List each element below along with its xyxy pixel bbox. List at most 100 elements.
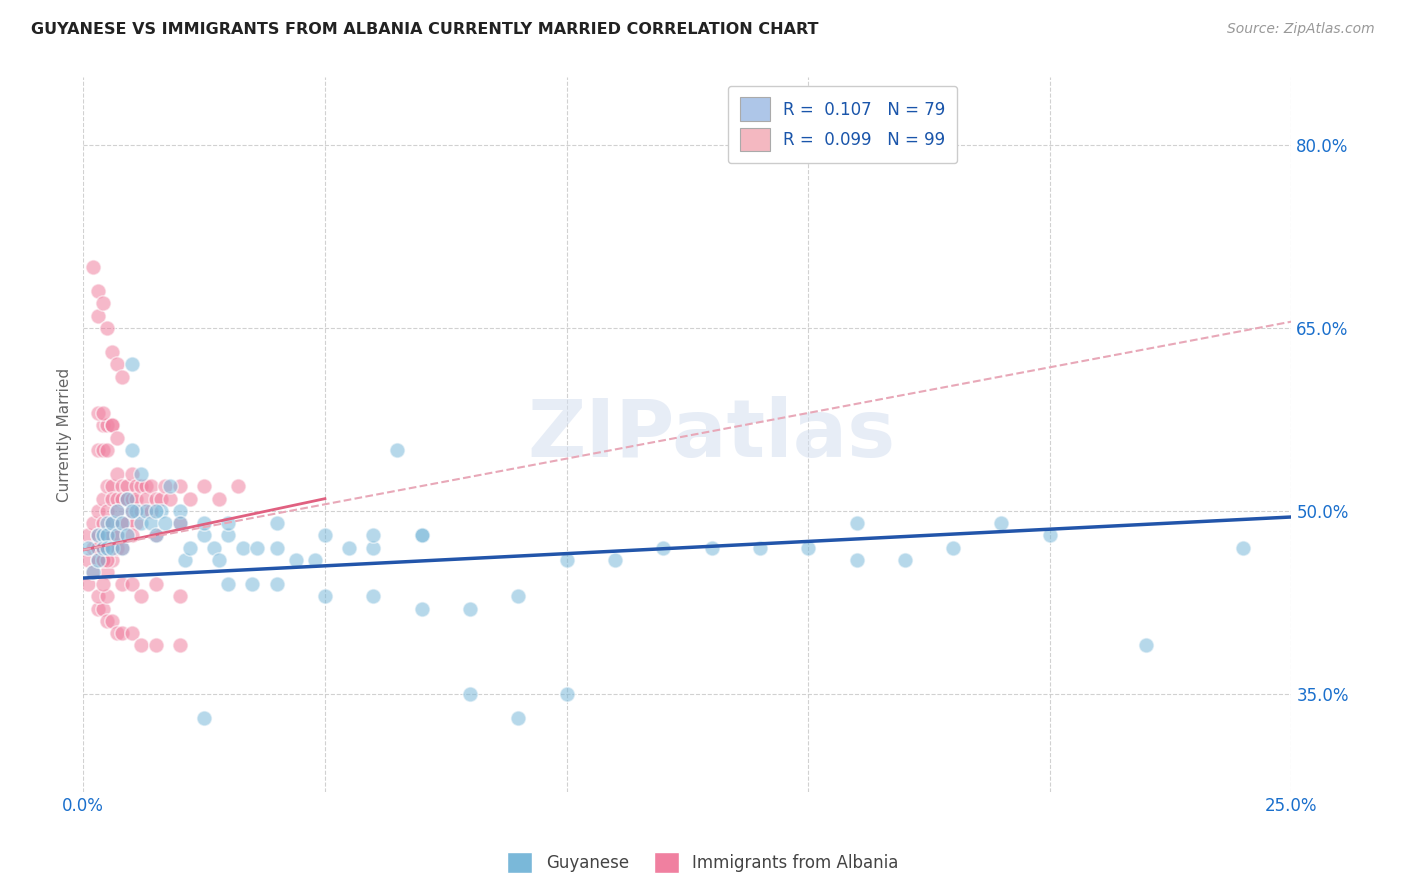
Point [121,626,143,640]
Point [87,309,110,323]
Point [129,504,152,518]
Point [87,528,110,542]
Point [91,528,114,542]
Point [149,504,172,518]
Point [121,528,143,542]
Point [242,577,264,591]
Legend: R =  0.107   N = 79, R =  0.099   N = 99: R = 0.107 N = 79, R = 0.099 N = 99 [728,86,957,163]
Point [169,516,191,530]
Point [101,516,124,530]
Point [139,479,162,493]
Point [87,552,110,566]
Point [193,528,215,542]
Point [217,577,239,591]
Point [77,541,100,555]
Point [159,479,181,493]
Point [125,479,148,493]
Point [82,565,104,579]
Point [387,442,409,457]
Legend: Guyanese, Immigrants from Albania: Guyanese, Immigrants from Albania [501,846,905,880]
Point [555,552,578,566]
Point [361,590,384,604]
Point [101,418,124,433]
Point [129,516,152,530]
Point [115,479,138,493]
Point [207,552,229,566]
Point [91,442,114,457]
Point [145,577,167,591]
Point [101,491,124,506]
Point [101,552,124,566]
Point [173,552,195,566]
Point [91,491,114,506]
Point [105,431,128,445]
Point [111,516,134,530]
Point [179,541,201,555]
Point [105,504,128,518]
Point [121,504,143,518]
Point [77,528,100,542]
Point [82,541,104,555]
Point [1039,528,1062,542]
Point [87,406,110,420]
Point [121,504,143,518]
Point [121,442,143,457]
Text: GUYANESE VS IMMIGRANTS FROM ALBANIA CURRENTLY MARRIED CORRELATION CHART: GUYANESE VS IMMIGRANTS FROM ALBANIA CURR… [31,22,818,37]
Point [121,577,143,591]
Point [314,590,336,604]
Point [111,479,134,493]
Point [508,590,530,604]
Point [135,491,157,506]
Point [179,491,201,506]
Point [226,479,249,493]
Point [139,516,162,530]
Point [304,552,326,566]
Point [232,541,254,555]
Point [125,504,148,518]
Point [361,528,384,542]
Point [96,418,118,433]
Point [155,516,177,530]
Point [82,565,104,579]
Point [91,516,114,530]
Point [266,541,288,555]
Point [96,614,118,628]
Point [87,504,110,518]
Point [193,711,215,725]
Point [96,552,118,566]
Point [87,601,110,615]
Point [115,491,138,506]
Point [101,614,124,628]
Point [159,491,181,506]
Point [169,516,191,530]
Point [91,541,114,555]
Y-axis label: Currently Married: Currently Married [58,368,72,501]
Point [87,590,110,604]
Point [82,260,104,274]
Point [91,552,114,566]
Point [129,590,152,604]
Point [105,357,128,371]
Point [411,528,433,542]
Point [202,541,225,555]
Point [111,541,134,555]
Point [207,491,229,506]
Point [246,541,269,555]
Point [135,504,157,518]
Point [652,541,675,555]
Point [87,442,110,457]
Point [193,479,215,493]
Point [266,577,288,591]
Point [91,541,114,555]
Point [96,320,118,334]
Point [96,541,118,555]
Point [96,528,118,542]
Point [125,491,148,506]
Point [845,552,868,566]
Point [169,479,191,493]
Point [87,541,110,555]
Point [169,590,191,604]
Point [145,504,167,518]
Point [129,467,152,482]
Point [101,516,124,530]
